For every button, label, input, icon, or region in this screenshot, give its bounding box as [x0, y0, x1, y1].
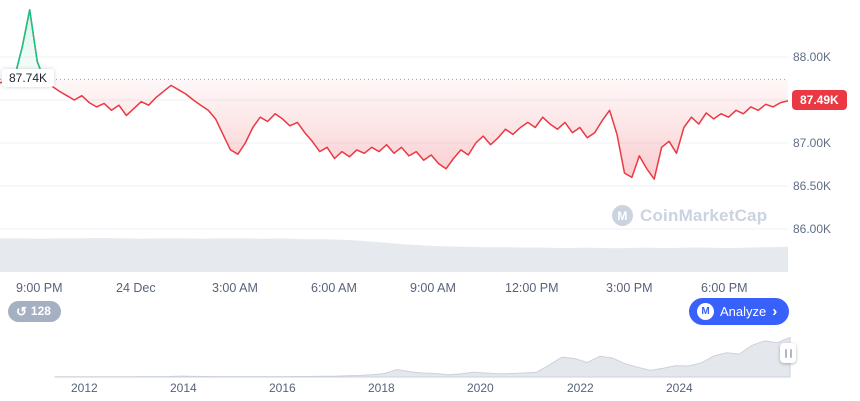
price-chart[interactable]	[0, 0, 788, 276]
price-fill-up	[0, 9, 788, 80]
y-axis-label: 88.00K	[793, 50, 832, 64]
watching-count-badge[interactable]: ↺ 128	[8, 301, 61, 322]
x-axis-label: 12:00 PM	[505, 281, 559, 295]
analyze-button-label: Analyze	[720, 304, 767, 319]
price-line-down	[0, 8, 788, 180]
watching-count: 128	[30, 304, 51, 318]
current-price-badge: 87.49K	[792, 90, 847, 110]
x-axis-label: 24 Dec	[116, 281, 156, 295]
y-axis-label: 86.00K	[793, 222, 832, 236]
analyze-button[interactable]: M Analyze ›	[689, 298, 790, 325]
year-axis-label: 2024	[666, 381, 693, 395]
x-axis-label: 9:00 AM	[410, 281, 456, 295]
x-axis-label: 6:00 AM	[311, 281, 357, 295]
x-axis-label: 6:00 PM	[701, 281, 748, 295]
year-axis-label: 2018	[368, 381, 395, 395]
coinmarketcap-logo-icon: M	[612, 205, 633, 226]
timeline-brush-handle[interactable]	[780, 343, 796, 363]
history-icon: ↺	[16, 304, 27, 319]
price-fill-down	[0, 79, 788, 180]
year-axis-label: 2012	[71, 381, 98, 395]
x-axis-label: 3:00 AM	[212, 281, 258, 295]
watermark-text: CoinMarketCap	[640, 205, 768, 225]
year-axis-label: 2014	[170, 381, 197, 395]
year-axis-label: 2016	[269, 381, 296, 395]
year-axis-label: 2020	[467, 381, 494, 395]
volume-area	[0, 238, 788, 272]
chevron-right-icon: ›	[772, 303, 778, 320]
y-axis-label: 86.50K	[793, 179, 832, 193]
x-axis-label: 9:00 PM	[16, 281, 63, 295]
timeline-area	[54, 336, 791, 378]
x-axis-label: 3:00 PM	[606, 281, 653, 295]
baseline-price-label: 87.74K	[2, 69, 55, 87]
year-axis-label: 2022	[567, 381, 594, 395]
coinmarketcap-watermark: M CoinMarketCap	[612, 205, 767, 226]
y-axis-label: 87.00K	[793, 136, 832, 150]
coinmarketcap-logo-icon: M	[697, 303, 714, 320]
timeline-minichart[interactable]	[0, 330, 860, 378]
